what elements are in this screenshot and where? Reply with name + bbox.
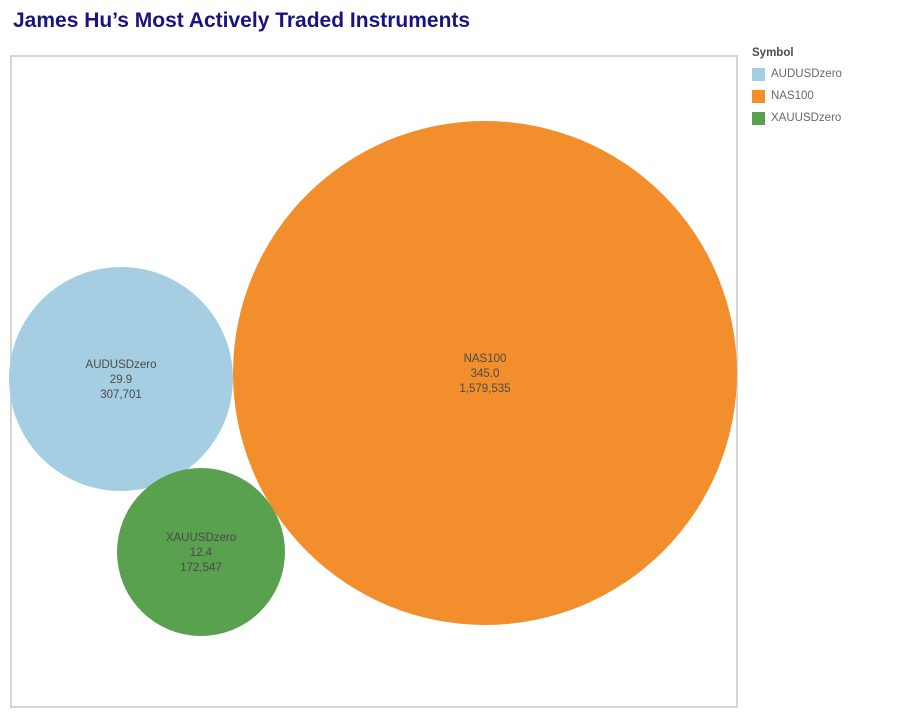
- bubble-label-XAUUSDzero: XAUUSDzero 12.4 172,547: [166, 532, 236, 574]
- page-title: James Hu’s Most Actively Traded Instrume…: [13, 9, 471, 32]
- legend-item-NAS100[interactable]: NAS100: [752, 85, 892, 107]
- bubble-chart-canvas: AUDUSDzero 29.9 307,701 NAS100 345.0 1,579,53…: [9, 121, 737, 636]
- legend-item-label: AUDUSDzero: [771, 68, 842, 80]
- legend-item-AUDUSDzero[interactable]: AUDUSDzero: [752, 63, 892, 85]
- legend-title: Symbol: [752, 47, 794, 59]
- legend-item-label: NAS100: [771, 90, 814, 102]
- bubble-label-AUDUSDzero: AUDUSDzero 29.9 307,701: [86, 359, 157, 401]
- bubble-AUDUSDzero[interactable]: [9, 267, 233, 491]
- bubble-XAUUSDzero[interactable]: [117, 468, 285, 636]
- bubble-chart-panel: AUDUSDzero 29.9 307,701 NAS100 345.0 1,579,53…: [9, 55, 738, 708]
- legend-swatch-icon: [752, 89, 765, 103]
- legend-items: AUDUSDzero NAS100 XAUUSDzero: [752, 63, 892, 129]
- bubble-NAS100[interactable]: [233, 121, 737, 625]
- legend: Symbol AUDUSDzero NAS100 XAUUSDzero: [752, 47, 892, 129]
- legend-item-XAUUSDzero[interactable]: XAUUSDzero: [752, 107, 892, 129]
- legend-swatch-icon: [752, 67, 765, 81]
- legend-swatch-icon: [752, 111, 765, 125]
- legend-item-label: XAUUSDzero: [771, 112, 842, 124]
- bubble-label-NAS100: NAS100 345.0 1,579,535: [459, 353, 510, 395]
